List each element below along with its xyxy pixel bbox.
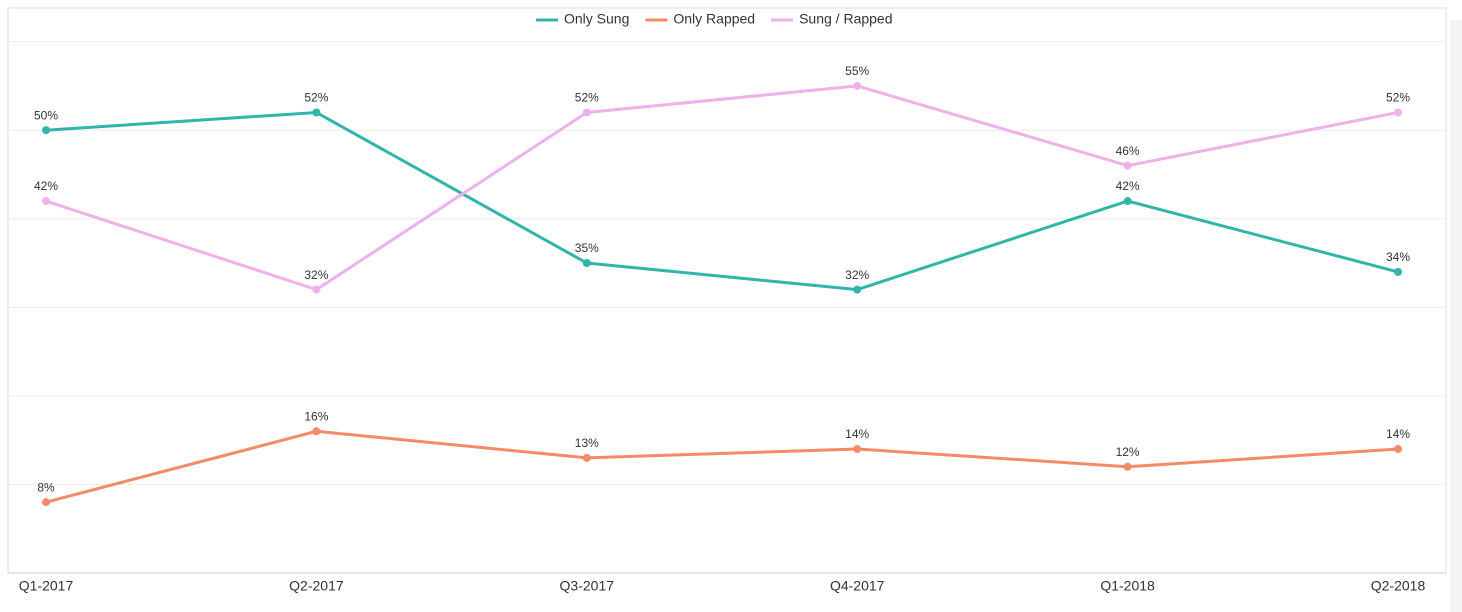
plot-frame <box>7 7 1447 574</box>
point <box>42 197 50 206</box>
data-label: 50% <box>34 108 58 122</box>
point <box>1123 197 1132 206</box>
series-line <box>45 110 1399 292</box>
legend-label: Only Sung <box>564 11 629 27</box>
point <box>1123 161 1132 170</box>
data-label: 13% <box>575 436 599 450</box>
x-tick-label: Q1-2018 <box>1100 578 1155 594</box>
point <box>312 427 321 436</box>
data-label: 32% <box>304 268 328 282</box>
data-label: 42% <box>1116 179 1140 193</box>
data-label: 14% <box>1386 427 1410 441</box>
data-label: 52% <box>304 91 328 105</box>
point <box>1394 108 1402 117</box>
series-line <box>45 84 1399 292</box>
point <box>853 81 862 90</box>
point <box>853 285 862 294</box>
data-label: 46% <box>1116 144 1140 158</box>
data-label: 12% <box>1116 445 1140 459</box>
data-label: 55% <box>845 64 869 78</box>
x-tick-label: Q2-2018 <box>1371 578 1426 594</box>
x-tick-label: Q3-2017 <box>560 578 615 594</box>
x-tick-label: Q2-2017 <box>289 578 344 594</box>
data-label: 8% <box>37 480 55 494</box>
point <box>1123 462 1132 471</box>
x-tick-label: Q1-2017 <box>19 578 74 594</box>
point <box>1394 445 1402 454</box>
data-label: 42% <box>34 179 58 193</box>
x-tick-label: Q4-2017 <box>830 578 885 594</box>
scrollbar <box>1450 20 1462 612</box>
data-label: 16% <box>304 409 328 423</box>
point <box>582 108 591 117</box>
point <box>853 445 862 454</box>
point <box>312 108 321 117</box>
data-label: 14% <box>845 427 869 441</box>
legend-label: Sung / Rapped <box>799 11 892 27</box>
data-label: 32% <box>845 268 869 282</box>
data-label: 35% <box>575 241 599 255</box>
data-label: 52% <box>1386 91 1410 105</box>
point <box>42 126 50 135</box>
point <box>42 498 50 507</box>
point <box>582 453 591 462</box>
data-label: 52% <box>575 91 599 105</box>
series-line <box>45 429 1399 504</box>
point <box>1394 267 1402 276</box>
point <box>312 285 321 294</box>
point <box>582 259 591 268</box>
legend-label: Only Rapped <box>673 11 755 27</box>
data-label: 34% <box>1386 250 1410 264</box>
